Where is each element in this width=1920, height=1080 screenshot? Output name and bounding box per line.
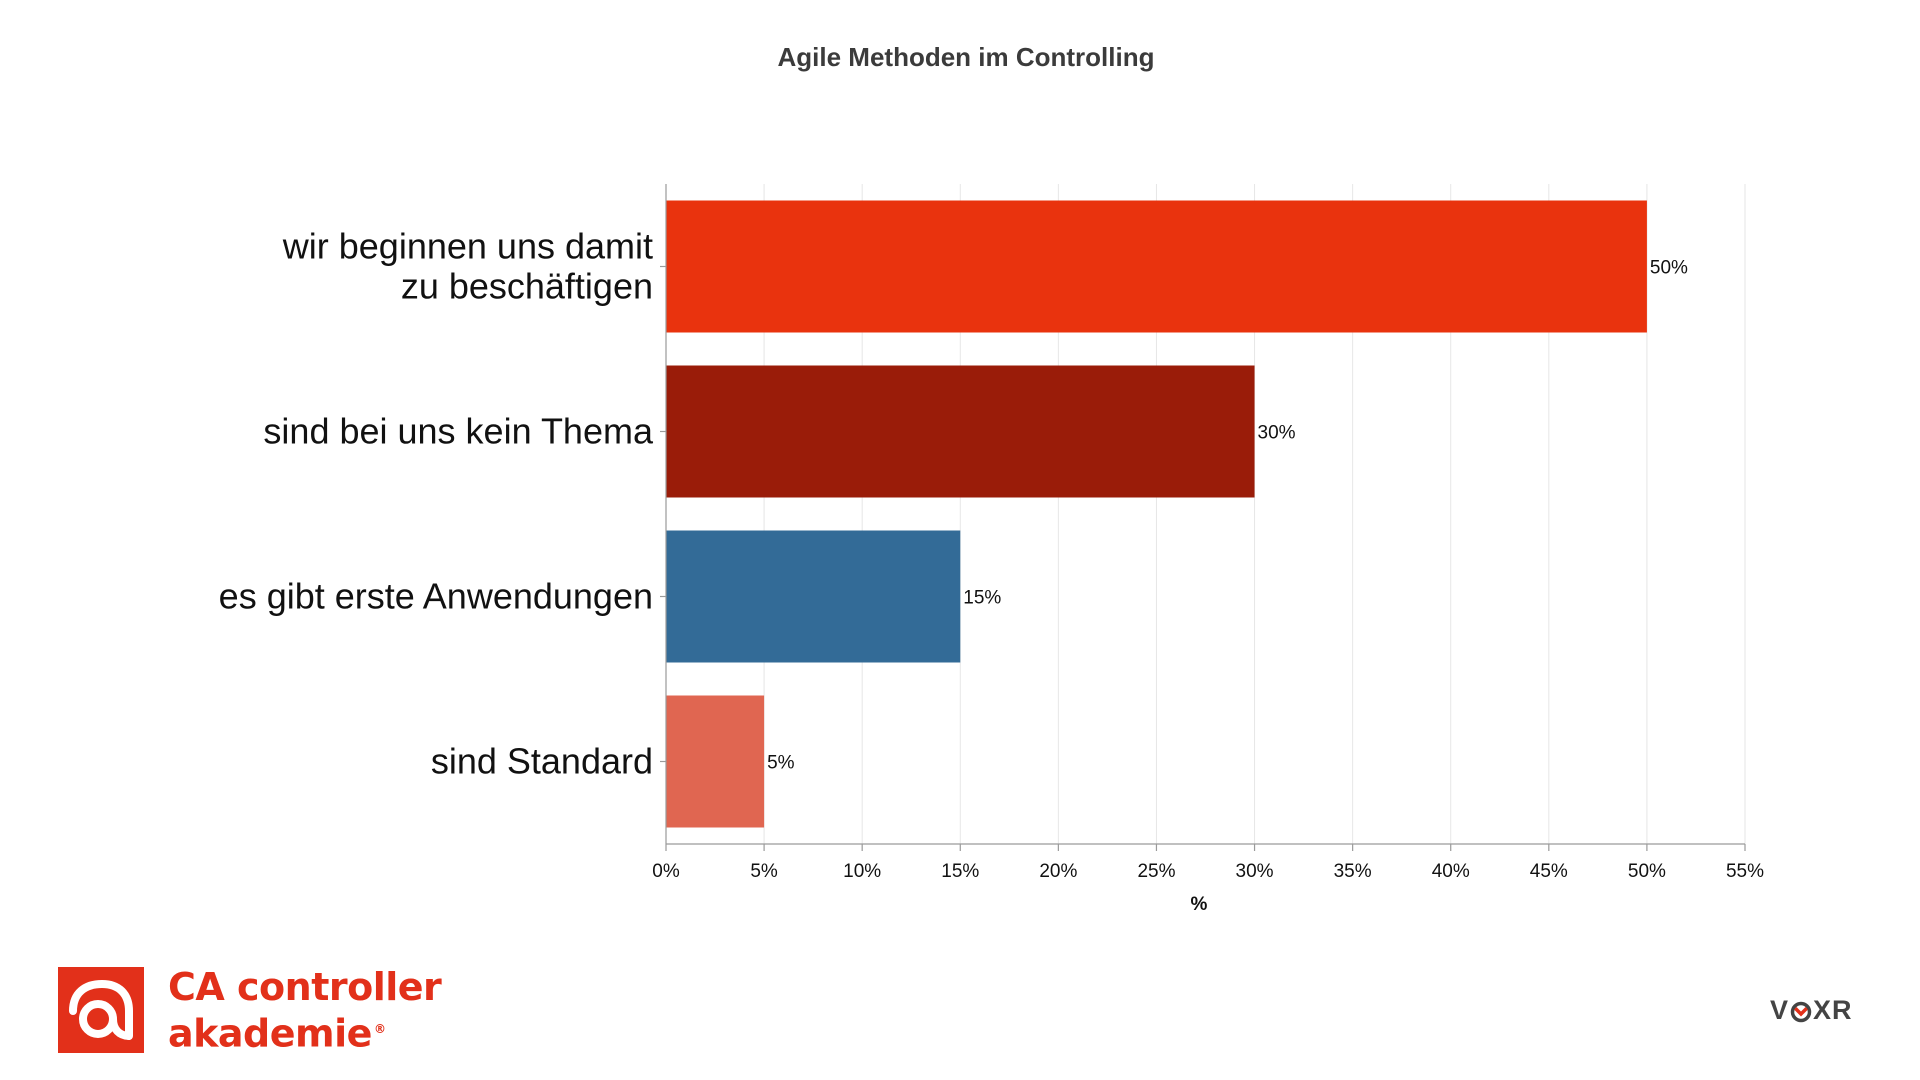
category-label: es gibt erste Anwendungen [219,576,653,617]
bar [666,530,961,663]
value-label: 50% [1650,258,1688,279]
voxr-text-end: XR [1813,994,1853,1025]
voxr-text-start: V [1770,994,1790,1025]
x-axis-title: % [1191,894,1208,915]
category-label: zu beschäftigen [401,266,653,307]
x-tick-label: 40% [1432,861,1470,882]
ca-monogram-icon [58,967,144,1054]
labels: 0% 5% 10% 15% 20% 25% 30% 35% 40% 45% 50% 55% 50% wir… [219,226,1764,883]
ca-logo-line2-wrap: akademie ® [168,1008,441,1055]
registered-mark: ® [373,1022,386,1036]
x-tick-label: 35% [1334,861,1372,882]
bar [666,695,765,828]
value-label: 30% [1258,423,1296,444]
value-label: 15% [963,588,1001,609]
ca-logo-wordmark: CA controller akademie ® [168,965,442,1055]
x-tick-label: 45% [1530,861,1568,882]
voxr-target-o-icon [1790,999,1812,1023]
x-tick-label: 15% [941,861,979,882]
x-tick-label: 55% [1726,861,1764,882]
bar [666,200,1647,333]
x-tick-label: 25% [1137,861,1175,882]
category-label: wir beginnen uns damit [282,226,653,267]
x-tick-label: 10% [843,861,881,882]
x-tick-label: 50% [1628,861,1666,882]
value-label: 5% [767,753,795,774]
category-label: sind bei uns kein Thema [263,411,654,452]
bar [666,365,1255,498]
x-tick-label: 20% [1039,861,1077,882]
x-tick-label: 5% [750,861,778,882]
ca-logo-line1: CA controller [168,965,442,1009]
bars [666,200,1647,828]
axes [660,184,1746,851]
category-label: sind Standard [431,741,653,782]
x-tick-label: 0% [652,861,680,882]
chart-title: Agile Methoden im Controlling [778,42,1155,72]
x-tick-label: 30% [1236,861,1274,882]
ca-controller-akademie-logo: CA controller akademie ® [58,965,442,1055]
voxr-logo: V XR [1770,993,1853,1027]
ca-logo-line2: akademie [168,1011,372,1056]
